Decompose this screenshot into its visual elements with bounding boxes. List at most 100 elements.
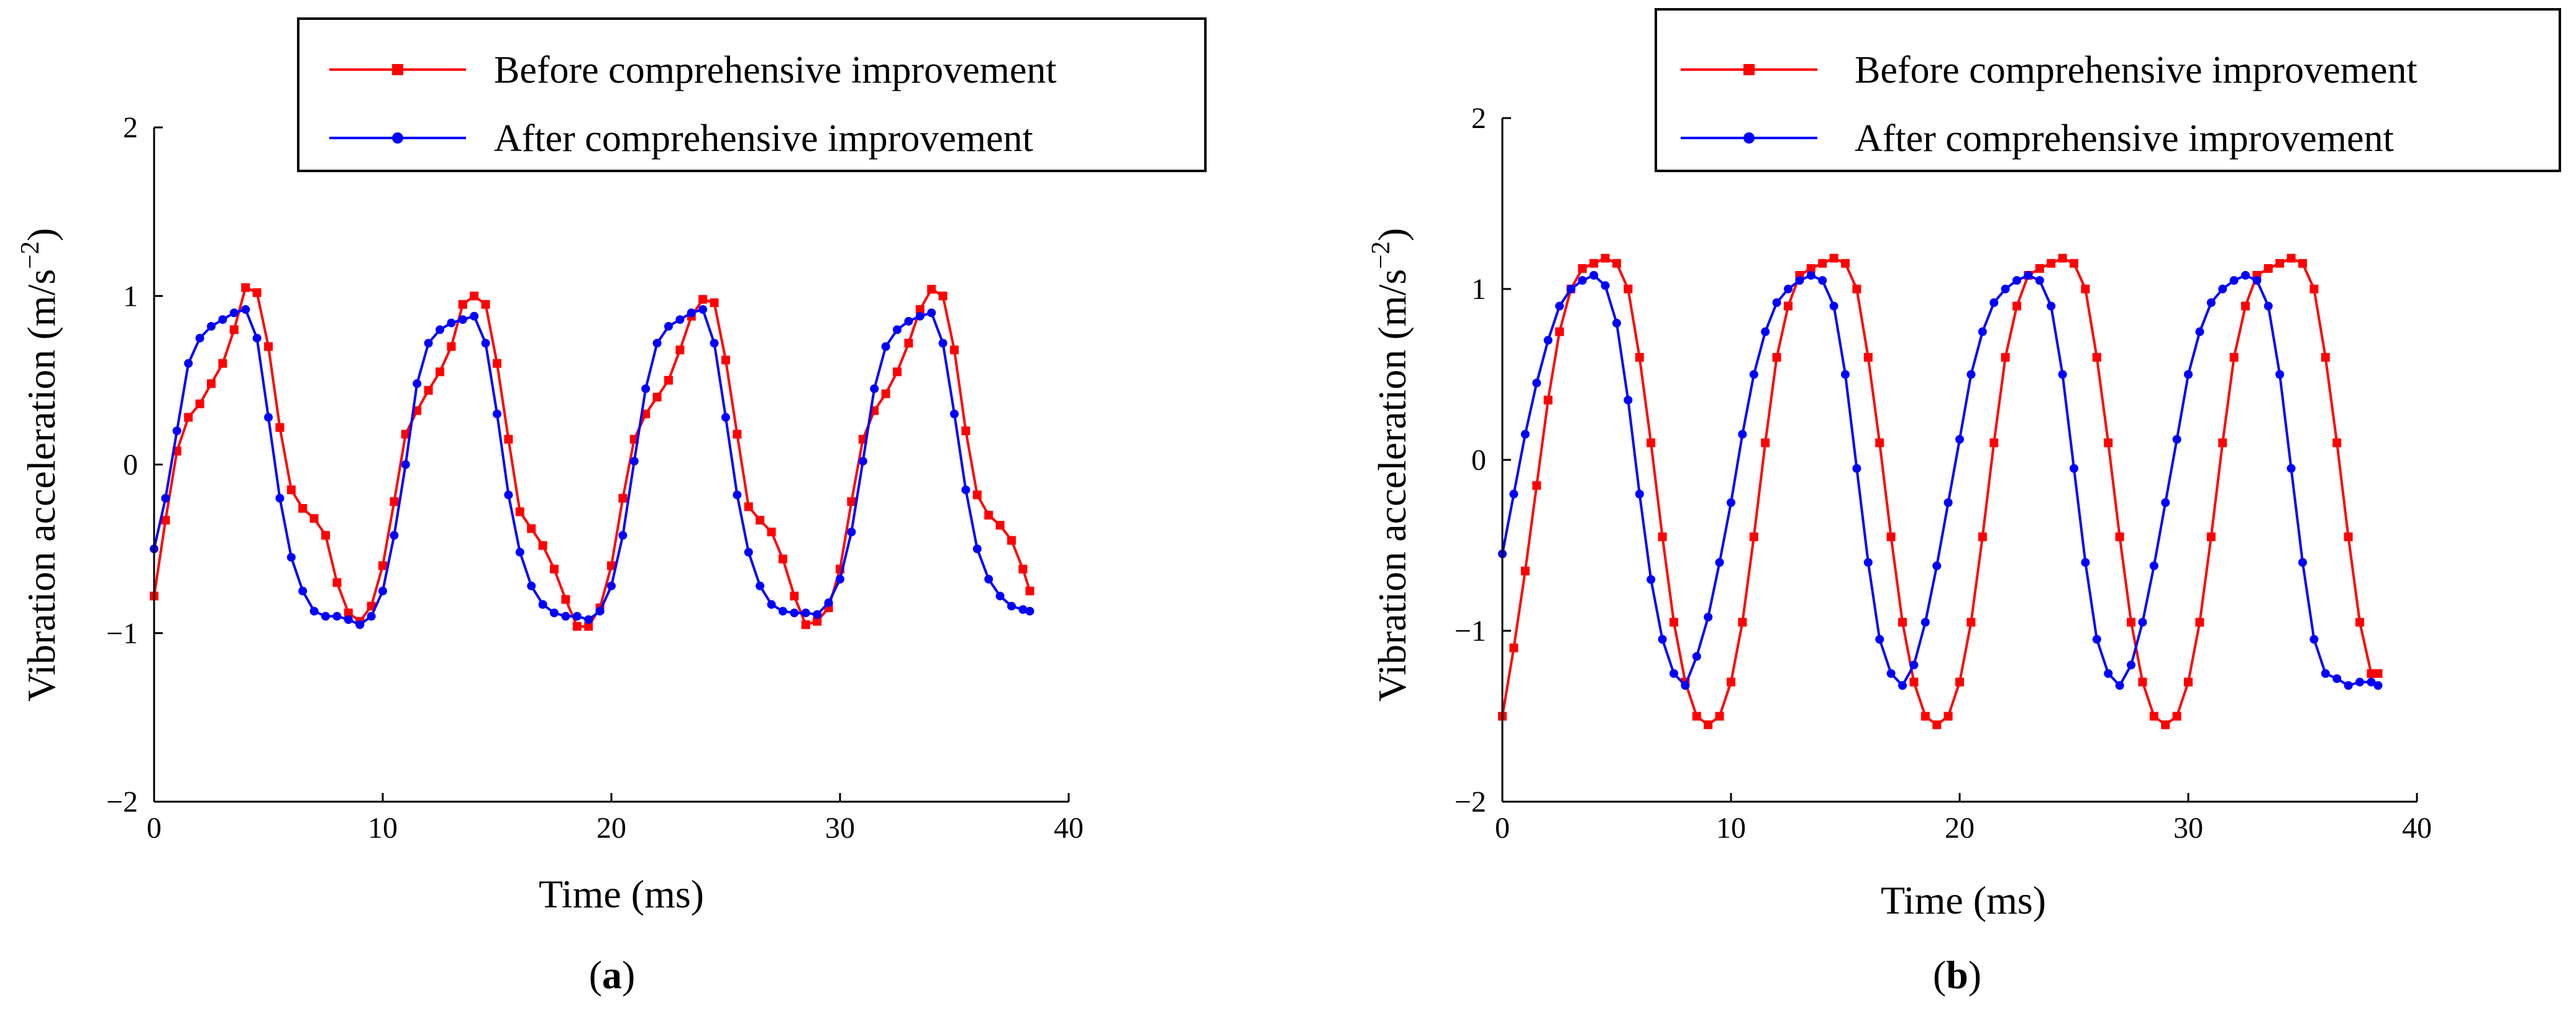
x-tick-label-a-4: 40 bbox=[1054, 812, 1084, 845]
data-point-before-a-55 bbox=[779, 554, 787, 564]
x-tick-label-b-2: 20 bbox=[1945, 812, 1975, 845]
data-point-before-b-76 bbox=[2367, 669, 2376, 678]
data-point-after-a-12 bbox=[286, 552, 296, 562]
data-point-after-b-64 bbox=[2229, 276, 2239, 285]
data-point-before-b-20 bbox=[1727, 677, 1735, 687]
data-point-after-a-3 bbox=[184, 359, 193, 368]
data-point-after-b-39 bbox=[1943, 498, 1953, 507]
data-point-before-b-4 bbox=[1543, 395, 1553, 405]
data-point-before-a-16 bbox=[332, 578, 342, 587]
data-point-after-b-27 bbox=[1806, 271, 1816, 280]
data-point-before-b-41 bbox=[1966, 618, 1976, 627]
data-point-after-b-59 bbox=[2172, 435, 2181, 444]
data-point-before-a-35 bbox=[550, 564, 559, 574]
data-point-before-a-52 bbox=[744, 502, 753, 511]
data-point-before-b-12 bbox=[1635, 353, 1644, 362]
data-point-after-b-38 bbox=[1932, 561, 1942, 571]
data-point-before-b-50 bbox=[2070, 259, 2078, 268]
y-tick-label-a-3: 1 bbox=[123, 280, 138, 313]
data-point-after-a-33 bbox=[527, 581, 536, 590]
data-point-before-a-72 bbox=[972, 490, 982, 500]
data-point-after-a-38 bbox=[584, 615, 593, 625]
data-point-before-b-33 bbox=[1875, 438, 1884, 447]
data-point-after-b-69 bbox=[2286, 464, 2296, 473]
data-point-after-b-6 bbox=[1566, 285, 1576, 293]
data-point-after-a-32 bbox=[515, 548, 524, 557]
data-point-after-a-68 bbox=[927, 308, 936, 318]
data-point-before-b-45 bbox=[2012, 301, 2021, 311]
data-point-before-b-65 bbox=[2241, 301, 2250, 311]
data-point-after-a-64 bbox=[881, 342, 890, 351]
data-point-before-a-14 bbox=[309, 514, 319, 523]
y-tick-label-b-3: 1 bbox=[1471, 273, 1486, 306]
data-point-after-a-75 bbox=[1007, 602, 1016, 611]
data-point-before-a-40 bbox=[607, 561, 616, 571]
x-axis-title-b: Time (ms) bbox=[1881, 878, 2046, 922]
y-tick-label-a-2: 0 bbox=[123, 449, 138, 482]
data-point-after-b-53 bbox=[2104, 669, 2113, 678]
data-point-after-a-61 bbox=[847, 528, 856, 536]
x-tick-label-b-3: 30 bbox=[2173, 812, 2203, 845]
data-point-after-a-47 bbox=[687, 308, 696, 318]
y-tick-label-a-4: 2 bbox=[123, 111, 138, 144]
y-tick-label-b-4: 2 bbox=[1471, 102, 1486, 135]
data-point-after-a-74 bbox=[995, 592, 1005, 601]
data-point-before-a-69 bbox=[938, 291, 948, 301]
legend-label-after-b: After comprehensive improvement bbox=[1855, 117, 2394, 160]
data-point-before-a-71 bbox=[961, 426, 971, 436]
data-point-after-b-54 bbox=[2115, 681, 2124, 690]
data-point-before-b-74 bbox=[2344, 532, 2353, 541]
data-point-before-b-44 bbox=[2001, 353, 2010, 362]
data-point-after-b-70 bbox=[2298, 558, 2307, 567]
x-tick-label-b-1: 10 bbox=[1716, 812, 1746, 845]
y-axis-title-close-a: ) bbox=[19, 228, 63, 241]
data-point-after-b-62 bbox=[2206, 298, 2216, 307]
data-point-before-a-13 bbox=[298, 504, 308, 513]
data-point-after-b-55 bbox=[2127, 661, 2135, 669]
data-point-after-b-66 bbox=[2252, 276, 2262, 285]
data-point-after-b-58 bbox=[2161, 498, 2170, 507]
data-point-after-b-46 bbox=[2024, 271, 2033, 280]
legend-marker-before-a bbox=[392, 64, 403, 75]
data-point-after-b-30 bbox=[1841, 370, 1850, 379]
data-point-before-a-24 bbox=[424, 386, 433, 395]
data-point-after-a-40 bbox=[607, 581, 616, 590]
data-point-before-b-51 bbox=[2081, 285, 2090, 293]
data-point-after-b-73 bbox=[2332, 674, 2342, 683]
data-point-before-b-22 bbox=[1749, 532, 1758, 541]
data-point-after-b-20 bbox=[1727, 498, 1735, 507]
data-point-after-b-2 bbox=[1520, 429, 1530, 439]
y-tick-label-b-0: −2 bbox=[1455, 786, 1486, 818]
data-point-after-b-15 bbox=[1669, 669, 1678, 678]
data-point-after-a-58 bbox=[813, 610, 822, 619]
legend-box-b bbox=[1655, 8, 2561, 172]
data-point-after-b-50 bbox=[2070, 464, 2078, 473]
data-point-before-a-3 bbox=[184, 413, 193, 422]
legend-label-before-b: Before comprehensive improvement bbox=[1855, 49, 2418, 91]
data-point-before-a-45 bbox=[664, 375, 673, 385]
y-tick-label-b-2: 0 bbox=[1471, 444, 1486, 477]
data-point-after-b-43 bbox=[1989, 298, 1999, 307]
data-point-before-a-77 bbox=[1025, 586, 1035, 595]
data-point-before-b-32 bbox=[1863, 353, 1873, 362]
series-line-before-b bbox=[1501, 257, 2378, 727]
data-point-before-b-72 bbox=[2321, 353, 2330, 362]
data-point-before-b-68 bbox=[2275, 259, 2285, 268]
data-point-after-b-32 bbox=[1863, 558, 1873, 567]
data-point-before-b-36 bbox=[1909, 677, 1919, 687]
data-point-before-a-54 bbox=[767, 528, 776, 536]
data-point-after-b-61 bbox=[2195, 327, 2204, 336]
data-point-before-a-48 bbox=[698, 295, 708, 304]
data-point-after-b-42 bbox=[1978, 327, 1987, 336]
data-point-after-a-52 bbox=[744, 548, 753, 557]
y-axis-title-close-b: ) bbox=[1370, 228, 1414, 241]
data-point-before-b-21 bbox=[1738, 618, 1747, 627]
data-point-after-b-40 bbox=[1955, 435, 1964, 444]
data-point-after-a-63 bbox=[870, 384, 879, 393]
data-point-after-b-75 bbox=[2355, 677, 2364, 687]
data-point-after-b-4 bbox=[1543, 336, 1553, 345]
data-point-before-a-61 bbox=[847, 497, 856, 506]
x-ticks-b: 0 10 20 30 40 bbox=[1495, 793, 2432, 845]
data-point-before-b-54 bbox=[2115, 532, 2124, 541]
data-point-before-a-76 bbox=[1018, 564, 1028, 574]
